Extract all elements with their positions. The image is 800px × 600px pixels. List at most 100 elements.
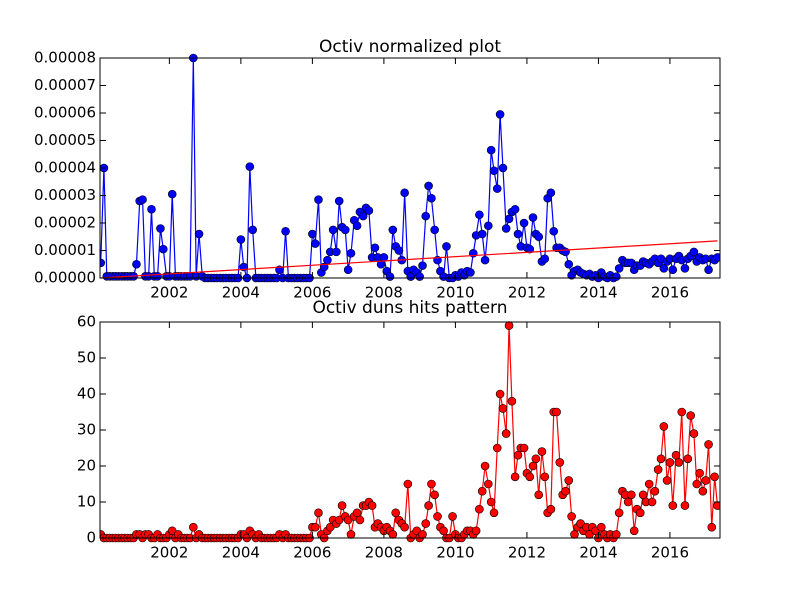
x-tick-label: 2014: [579, 544, 617, 562]
marker: [424, 501, 433, 510]
marker: [537, 447, 547, 456]
y-tick-label: 60: [77, 313, 96, 331]
marker: [430, 225, 439, 235]
x-tick-label: 2010: [436, 284, 474, 302]
y-tick-label: 0.00005: [34, 131, 96, 149]
marker: [501, 429, 511, 438]
marker: [674, 458, 684, 467]
marker: [659, 264, 669, 273]
marker: [367, 501, 377, 510]
x-tick-label: 2004: [222, 544, 260, 562]
marker: [704, 265, 713, 275]
y-tick-label: 0.00003: [34, 186, 96, 204]
marker: [540, 254, 550, 264]
y-tick-label: 30: [77, 421, 96, 439]
marker: [352, 221, 362, 231]
y-tick-label: 0.00002: [34, 214, 96, 232]
marker: [484, 221, 493, 231]
marker: [650, 486, 660, 496]
x-tick-label: 2016: [651, 284, 689, 302]
x-tick-label: 2016: [651, 544, 689, 562]
x-tick-label: 2014: [579, 284, 617, 302]
series-line: [100, 240, 718, 279]
marker: [379, 253, 389, 262]
marker: [370, 243, 380, 253]
marker: [332, 247, 341, 257]
marker: [549, 226, 559, 236]
marker: [480, 461, 490, 471]
marker: [358, 211, 368, 221]
marker: [337, 501, 347, 510]
marker: [355, 515, 365, 525]
marker: [310, 239, 320, 248]
marker: [680, 264, 690, 273]
marker: [477, 486, 487, 496]
marker: [552, 407, 561, 417]
chart-title: Octiv normalized plot: [319, 37, 501, 57]
marker: [546, 188, 556, 198]
marker: [623, 497, 633, 507]
marker: [158, 244, 168, 254]
marker: [308, 229, 317, 239]
marker: [662, 476, 672, 485]
marker: [564, 476, 574, 485]
marker: [698, 486, 708, 496]
marker: [671, 450, 681, 460]
marker: [498, 404, 508, 413]
marker: [385, 272, 395, 281]
marker: [513, 229, 523, 239]
marker: [689, 429, 699, 438]
marker: [528, 213, 538, 222]
y-tick-label: 0: [86, 529, 96, 547]
marker: [364, 206, 374, 215]
marker: [147, 204, 156, 214]
marker: [424, 181, 433, 191]
marker: [310, 522, 320, 532]
marker: [659, 422, 669, 431]
marker: [510, 472, 520, 482]
marker: [433, 512, 442, 521]
marker: [466, 268, 475, 277]
marker: [346, 248, 356, 258]
x-tick-label: 2012: [508, 284, 546, 302]
x-tick-label: 2002: [150, 544, 188, 562]
y-tick-label: 0.00007: [34, 76, 96, 94]
marker: [492, 184, 502, 193]
marker: [495, 389, 505, 399]
series-line: [100, 325, 719, 540]
x-tick-label: 2008: [365, 284, 403, 302]
plot: Octiv duns hits pattern 0 10 20 30 40 50 60 2002…: [77, 298, 721, 562]
marker: [394, 246, 404, 255]
marker: [486, 497, 496, 507]
marker: [612, 530, 621, 539]
marker: [692, 479, 702, 489]
marker: [653, 465, 663, 474]
marker: [486, 145, 496, 155]
marker: [415, 272, 424, 281]
marker: [403, 479, 413, 489]
marker: [343, 265, 353, 275]
marker: [442, 242, 451, 251]
marker: [510, 204, 520, 214]
marker: [680, 501, 690, 510]
marker: [167, 189, 177, 199]
x-tick-label: 2010: [436, 544, 474, 562]
marker: [448, 512, 457, 521]
marker: [388, 225, 398, 235]
x-tick-label: 2002: [150, 284, 188, 302]
marker: [677, 407, 687, 417]
marker: [388, 530, 398, 539]
y-tick-label: 40: [77, 385, 96, 403]
marker: [281, 226, 290, 236]
marker: [352, 508, 362, 518]
marker: [418, 261, 427, 270]
marker: [561, 486, 570, 496]
marker: [471, 526, 481, 536]
series-line: [100, 57, 718, 279]
marker: [340, 225, 350, 235]
marker: [484, 479, 493, 489]
marker: [513, 450, 523, 460]
y-tick-label: 0.00001: [34, 241, 96, 259]
marker: [614, 508, 624, 518]
y-tick-label: 0.00008: [34, 49, 96, 67]
